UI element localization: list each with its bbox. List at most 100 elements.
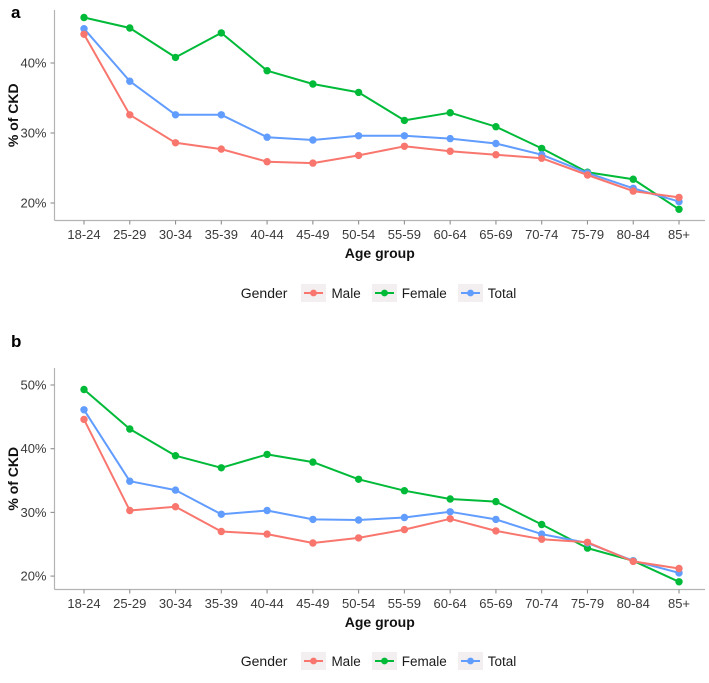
series-point-female <box>309 458 317 466</box>
x-tick-label: 75-79 <box>571 227 604 242</box>
series-point-total <box>354 516 363 524</box>
series-point-male <box>263 158 271 166</box>
series-point-female <box>446 109 454 117</box>
legend-title: Gender <box>240 653 288 669</box>
x-tick-label: 40-44 <box>250 227 283 242</box>
y-tick-label: 50% <box>20 378 46 393</box>
legend-key-dot <box>466 657 474 665</box>
series-point-male <box>446 515 454 523</box>
x-tick-label: 45-49 <box>296 596 329 611</box>
legend-item-female: Female <box>371 284 447 302</box>
x-tick-label: 35-39 <box>205 227 238 242</box>
series-point-female <box>171 452 180 460</box>
series-point-total <box>446 134 454 143</box>
y-tick-label: 20% <box>20 196 46 211</box>
y-axis-title: % of CKD <box>5 447 21 511</box>
series-point-male <box>217 145 225 153</box>
series-point-total <box>217 111 225 119</box>
x-tick-label: 25-29 <box>113 227 146 242</box>
series-point-total <box>80 25 88 33</box>
series-point-male <box>309 159 317 167</box>
series-point-total <box>354 132 363 140</box>
series-point-male <box>583 538 592 546</box>
series-point-total <box>171 111 180 119</box>
series-point-total <box>492 139 500 148</box>
x-tick-label: 60-64 <box>434 227 467 242</box>
series-point-male <box>80 415 88 424</box>
series-point-male <box>538 535 546 543</box>
x-tick-label: 35-39 <box>205 596 238 611</box>
legend-key-total-icon <box>457 284 483 302</box>
series-point-female <box>629 175 637 183</box>
series-line-female <box>83 388 680 583</box>
series-point-female <box>80 385 88 394</box>
x-tick-label: 70-74 <box>525 596 558 611</box>
panel-label-b: b <box>11 332 22 351</box>
series-point-total <box>171 486 180 494</box>
y-tick-label: 20% <box>20 569 46 584</box>
series-point-total <box>446 508 454 516</box>
series-point-male <box>171 139 180 147</box>
series-point-female <box>263 67 271 75</box>
series-point-male <box>629 187 637 195</box>
series-point-male <box>538 154 546 162</box>
x-tick-label: 18-24 <box>67 596 100 611</box>
x-tick-label: 30-34 <box>159 596 192 611</box>
series-point-female <box>309 80 317 88</box>
series-point-male <box>354 151 363 160</box>
series-line-female <box>83 16 680 211</box>
panel-label-a: a <box>11 3 21 22</box>
series-point-male <box>171 503 180 511</box>
series-point-female <box>126 24 134 32</box>
series-point-total <box>263 506 271 515</box>
series-point-male <box>309 539 317 547</box>
chart-b-plot: 20% 30% 40% 50% 18-24 25-29 30-34 35-39 40-44 45-… <box>5 368 705 630</box>
series-point-total <box>309 515 317 524</box>
series-line-total <box>83 27 680 203</box>
series-point-female <box>492 497 500 506</box>
legend-key-dot <box>310 289 318 297</box>
series-point-female <box>583 544 592 552</box>
x-tick-label: 30-34 <box>159 227 192 242</box>
series-point-male <box>583 171 592 179</box>
series-point-male <box>354 534 363 542</box>
legend-key-male-icon <box>301 284 327 302</box>
x-tick-label: 50-54 <box>342 227 375 242</box>
chart-a-legend: Gender Male Female Total <box>0 284 709 302</box>
series-point-female <box>675 205 683 213</box>
legend-item-total: Total <box>457 652 516 670</box>
series-point-total <box>263 133 271 141</box>
series-point-female <box>80 13 88 22</box>
x-tick-label: 80-84 <box>617 227 650 242</box>
legend-key-dot <box>466 289 474 297</box>
x-tick-label: 40-44 <box>250 596 283 611</box>
chart-a-plot: 20% 30% 40% 18-24 25-29 30-34 35-39 40-44 45-49 5… <box>5 10 705 261</box>
series-point-total <box>126 477 134 485</box>
x-tick-label: 55-59 <box>388 227 421 242</box>
legend-key-total-icon <box>457 652 483 670</box>
y-tick-label: 30% <box>20 505 46 520</box>
series-point-male <box>675 564 683 573</box>
series-point-female <box>492 123 500 131</box>
legend-item-female: Female <box>371 652 447 670</box>
x-tick-label: 50-54 <box>342 596 375 611</box>
series-line-male <box>83 33 680 199</box>
series-point-female <box>400 487 409 495</box>
series-point-female <box>675 578 683 586</box>
series-point-total <box>400 132 409 140</box>
x-tick-label: 65-69 <box>479 596 512 611</box>
series-point-total <box>309 136 317 144</box>
series-point-female <box>354 475 363 483</box>
series-point-male <box>263 530 271 538</box>
legend-key-dot <box>380 657 388 665</box>
series-point-female <box>446 495 454 503</box>
series-line-male <box>83 418 680 570</box>
series-point-male <box>492 151 500 159</box>
legend-key-female-icon <box>371 652 397 670</box>
series-point-male <box>629 557 637 566</box>
legend-key-female-icon <box>371 284 397 302</box>
legend-key-dot <box>310 657 318 665</box>
legend-label: Male <box>331 653 361 669</box>
legend-item-male: Male <box>301 652 361 670</box>
